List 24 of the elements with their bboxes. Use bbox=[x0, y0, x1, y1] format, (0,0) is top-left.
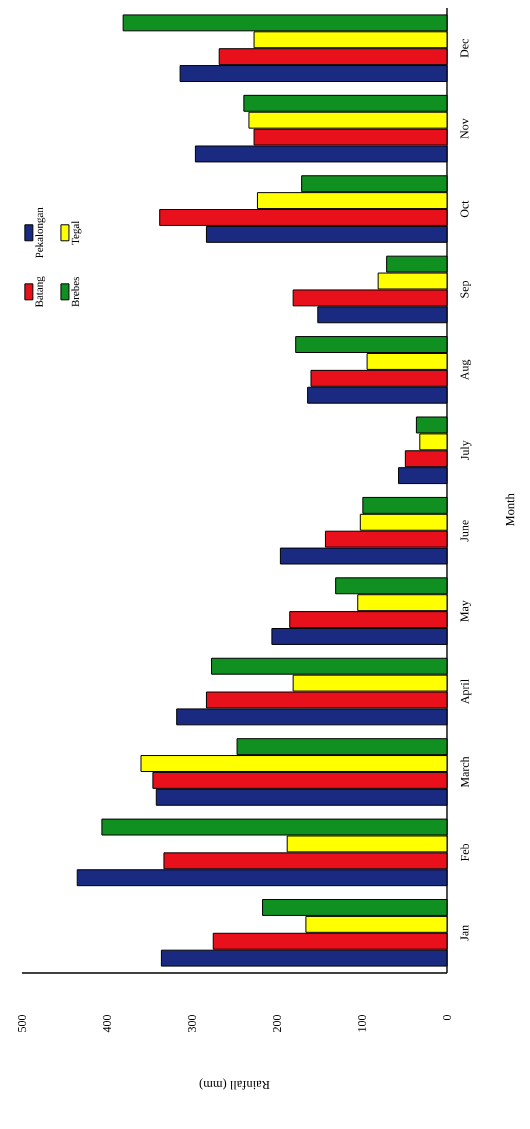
x-tick-label: 500 bbox=[17, 1015, 27, 1032]
y-tick-label: Aug bbox=[460, 359, 471, 381]
legend-label: Batang bbox=[35, 276, 46, 308]
x-tick-label: 300 bbox=[187, 1015, 197, 1032]
x-tick-label: 400 bbox=[102, 1015, 112, 1033]
y-tick-label: Feb bbox=[460, 843, 469, 862]
y-tick-label: April bbox=[460, 679, 472, 705]
x-tick-label: 200 bbox=[272, 1015, 282, 1032]
y-tick-label: May bbox=[460, 600, 471, 622]
x-axis-title: Rainfall (mm) bbox=[199, 1078, 270, 1090]
x-tick-label: 100 bbox=[357, 1015, 367, 1032]
y-tick-label: Nov bbox=[460, 118, 469, 139]
y-tick-label: March bbox=[460, 756, 469, 788]
legend-label: Tegal bbox=[71, 220, 82, 245]
y-tick-label: Dec bbox=[460, 38, 469, 58]
y-tick-label: July bbox=[460, 440, 472, 461]
legend-label: Pekalongan bbox=[35, 207, 46, 259]
y-tick-label: Sep bbox=[460, 280, 471, 298]
y-axis-title: Month bbox=[505, 493, 515, 527]
x-tick-label: 0 bbox=[442, 1014, 452, 1021]
legend-label: Brebes bbox=[71, 277, 80, 307]
y-tick-label: Jan bbox=[460, 925, 469, 941]
y-tick-label: Oct bbox=[460, 200, 469, 218]
y-tick-label: June bbox=[460, 520, 469, 542]
